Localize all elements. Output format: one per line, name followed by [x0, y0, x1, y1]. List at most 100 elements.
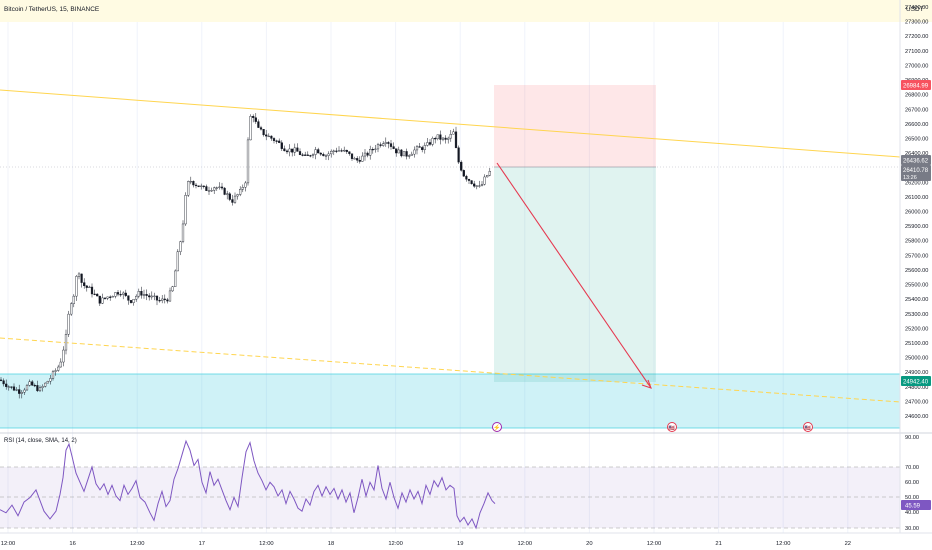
candle — [129, 300, 133, 304]
candle — [475, 185, 478, 190]
event-marker-lightning[interactable]: ⚡ — [492, 422, 502, 432]
time-tick-label: 16 — [69, 541, 75, 547]
time-tick-label: 12:00 — [776, 541, 791, 547]
candle — [109, 295, 112, 301]
candle — [10, 386, 13, 390]
us-flag-icon — [667, 422, 677, 432]
trendline-upper[interactable] — [0, 89, 901, 158]
chart-header-bar — [0, 0, 900, 22]
candle — [473, 180, 476, 188]
candle — [314, 146, 317, 160]
candle — [176, 249, 179, 272]
candle — [415, 145, 419, 155]
stop-loss-price-badge: 26984.99 — [901, 80, 931, 90]
candle — [470, 180, 473, 185]
trendline-lower-dashed[interactable] — [0, 337, 901, 403]
candle — [205, 184, 208, 191]
candle — [340, 148, 343, 153]
candle — [285, 149, 289, 155]
candle — [421, 145, 424, 153]
candle — [231, 194, 234, 206]
candle — [64, 329, 68, 355]
symbol-title: Bitcoin / TetherUS, 15, BINANCE — [4, 6, 100, 13]
candle — [291, 148, 294, 157]
time-tick-label: 12:00 — [518, 541, 533, 547]
candle — [467, 178, 471, 185]
candle — [210, 187, 213, 192]
candle — [54, 368, 57, 376]
candle — [441, 136, 445, 142]
candle — [418, 143, 421, 148]
lightning-glyph: ⚡ — [493, 424, 500, 432]
candle — [114, 291, 117, 299]
candle — [332, 149, 335, 156]
candle — [410, 151, 413, 156]
price-axis[interactable]: 27400.00 27300.00 27200.00 27100.00 27000.00… — [905, 5, 928, 420]
rsi-indicator-label[interactable]: RSI (14, close, SMA, 14, 2) — [4, 438, 77, 444]
projection-arrow-head — [641, 379, 652, 389]
candle — [23, 387, 26, 395]
candle — [356, 156, 359, 163]
rsi-axis[interactable]: 90.00 70.00 60.00 50.00 40.00 30.00 — [905, 435, 919, 532]
candle — [262, 129, 265, 137]
price-tick-label: 25000.00 — [905, 356, 928, 362]
candle — [166, 297, 169, 304]
candle — [241, 184, 244, 193]
lightning-icon — [492, 422, 502, 432]
projection-arrow-line[interactable] — [496, 162, 652, 389]
candle — [51, 369, 55, 381]
candle — [478, 180, 481, 188]
candle — [200, 183, 203, 190]
candle — [249, 114, 252, 141]
candle — [361, 152, 364, 162]
price-tick-label: 25900.00 — [905, 224, 928, 230]
candle — [2, 378, 5, 387]
time-axis[interactable]: 12:00 16 12:00 17 12:00 18 12:00 19 12:00 20 12:00… — [1, 541, 851, 547]
candle — [140, 286, 143, 299]
current-price-badge: 26436.62 — [901, 155, 931, 165]
candle — [213, 186, 216, 194]
candle — [67, 310, 70, 338]
price-tick-label: 27200.00 — [905, 34, 928, 40]
candle — [413, 146, 416, 158]
price-tick-label: 27100.00 — [905, 49, 928, 55]
price-tick-label: 26100.00 — [905, 195, 928, 201]
candle — [7, 385, 10, 391]
candle — [389, 139, 393, 150]
candle — [402, 151, 406, 157]
candle — [434, 136, 437, 144]
candle — [33, 383, 36, 388]
candle — [163, 294, 166, 304]
time-tick-label: 12:00 — [1, 541, 16, 547]
candle — [483, 174, 486, 186]
price-candles — [0, 113, 491, 399]
candle — [298, 148, 302, 156]
candle — [80, 273, 83, 288]
candle — [153, 292, 156, 301]
event-marker-us-1[interactable]: 🇺🇸 — [667, 422, 677, 432]
candle — [226, 190, 229, 200]
candle — [150, 291, 153, 300]
price-tick-label: 26700.00 — [905, 107, 928, 113]
candle — [132, 298, 135, 306]
candle — [293, 143, 296, 156]
candle — [345, 149, 348, 154]
candle — [374, 144, 377, 153]
candle — [15, 387, 18, 392]
take-profit-zone[interactable] — [494, 167, 656, 382]
candle — [85, 285, 88, 292]
candle — [363, 149, 367, 161]
time-tick-label: 12:00 — [259, 541, 274, 547]
stop-loss-zone[interactable] — [494, 85, 656, 167]
candle — [83, 278, 86, 289]
candle — [194, 182, 198, 189]
candle — [431, 136, 434, 147]
event-marker-us-2[interactable]: 🇺🇸 — [803, 422, 813, 432]
support-zone — [0, 374, 900, 428]
candle — [296, 143, 299, 152]
candle — [376, 142, 380, 153]
candle — [369, 145, 372, 160]
us-flag-glyph-2: 🇺🇸 — [805, 425, 812, 432]
candle — [304, 151, 307, 156]
